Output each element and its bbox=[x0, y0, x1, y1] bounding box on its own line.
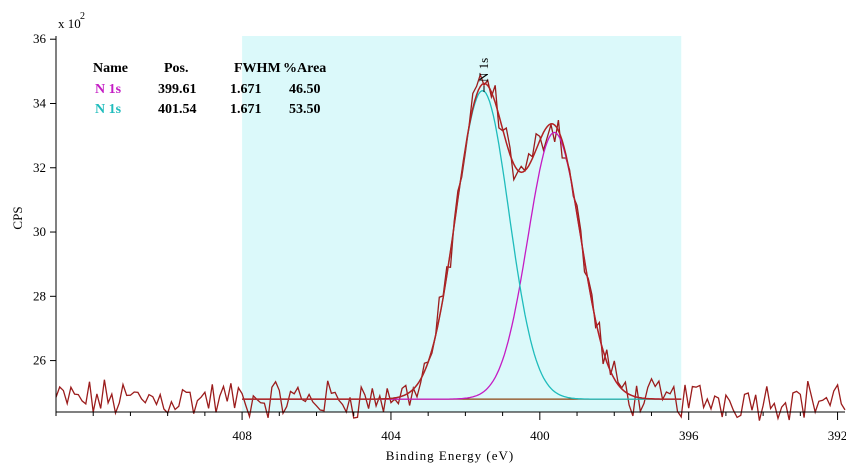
table-row-1-name: N 1s bbox=[95, 82, 122, 97]
y-tick-label-30: 30 bbox=[33, 224, 46, 239]
x-tick-label-404: 404 bbox=[381, 428, 401, 443]
table-header-pos: Pos. bbox=[164, 61, 189, 76]
table-header-area: %Area bbox=[283, 61, 326, 76]
table-row-2-area: 53.50 bbox=[289, 102, 321, 117]
component-table: Name Pos. FWHM %Area N 1s 399.61 1.671 4… bbox=[93, 61, 326, 117]
y-tick-label-32: 32 bbox=[33, 160, 46, 175]
x-tick-label-400: 400 bbox=[530, 428, 550, 443]
table-row-2-fwhm: 1.671 bbox=[230, 102, 262, 117]
table-header-name: Name bbox=[93, 61, 128, 76]
y-tick-label-34: 34 bbox=[33, 95, 47, 110]
raw-data-line bbox=[55, 72, 846, 421]
peak-label: N 1s bbox=[476, 58, 491, 82]
plot-layer bbox=[55, 36, 846, 421]
y-multiplier-exponent: 2 bbox=[80, 11, 85, 22]
x-tick-label-396: 396 bbox=[679, 428, 699, 443]
x-tick-label-408: 408 bbox=[232, 428, 252, 443]
y-multiplier-label: x 10 bbox=[58, 16, 81, 31]
table-row-1-pos: 399.61 bbox=[158, 82, 197, 97]
table-row-1-fwhm: 1.671 bbox=[230, 82, 262, 97]
table-header-fwhm: FWHM bbox=[234, 61, 281, 76]
envelope-line bbox=[242, 82, 682, 400]
y-tick-label-26: 26 bbox=[33, 353, 47, 368]
table-row-2-pos: 401.54 bbox=[158, 102, 197, 117]
x-axis-title: Binding Energy (eV) bbox=[386, 448, 515, 463]
table-row-2-name: N 1s bbox=[95, 102, 122, 117]
table-row-1-area: 46.50 bbox=[289, 82, 321, 97]
axis-layer: x 10 2 CPS Binding Energy (eV) 26 28 30 32 3… bbox=[10, 11, 846, 463]
y-axis-title: CPS bbox=[10, 206, 25, 229]
analysis-region bbox=[242, 36, 682, 412]
x-tick-label-392: 392 bbox=[828, 428, 846, 443]
y-tick-label-28: 28 bbox=[33, 288, 46, 303]
y-tick-label-36: 36 bbox=[33, 31, 47, 46]
